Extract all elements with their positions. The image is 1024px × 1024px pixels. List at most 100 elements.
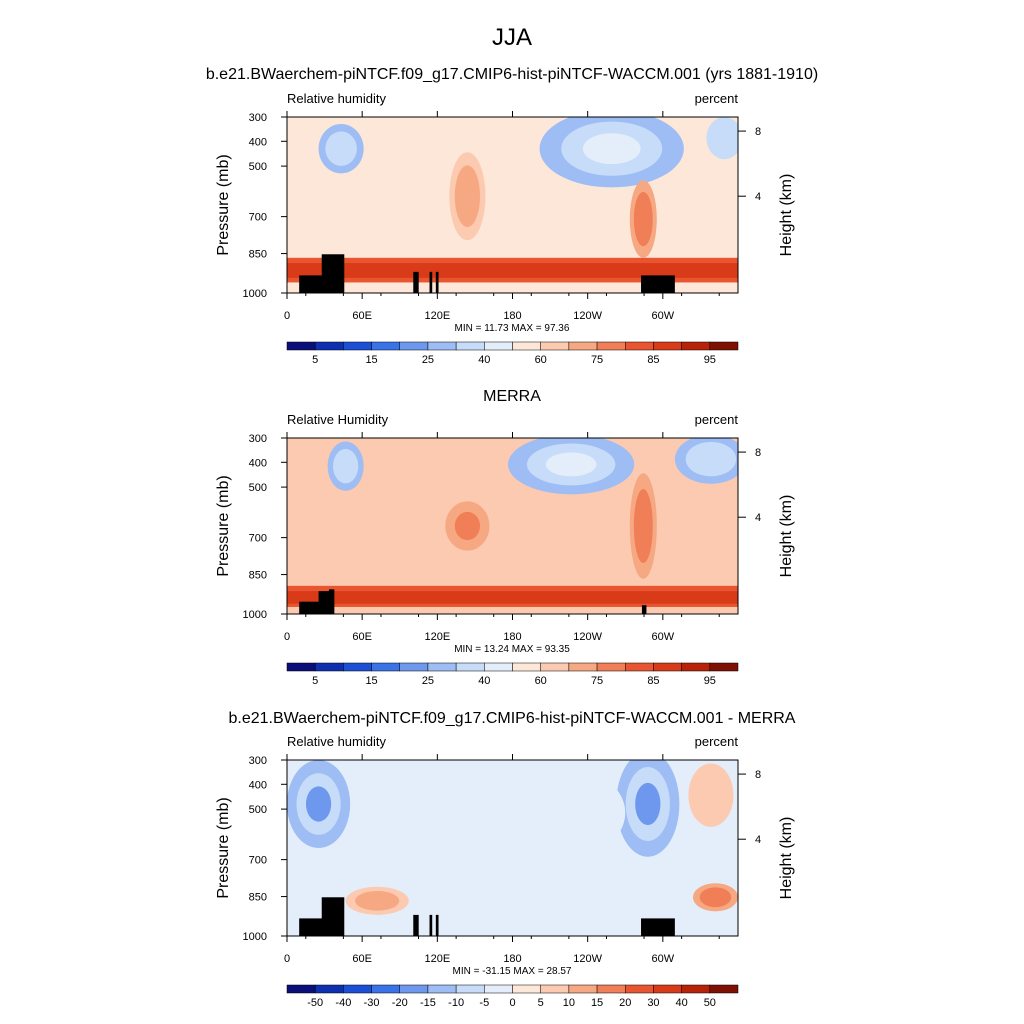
colorbar-swatch xyxy=(371,984,400,994)
contour-region xyxy=(333,448,359,484)
colorbar-swatch xyxy=(568,984,598,994)
y-tick-label: 1000 xyxy=(243,931,267,943)
colorbar-swatch xyxy=(399,984,429,994)
colorbar-label: 15 xyxy=(591,997,603,1009)
colorbar-swatch xyxy=(427,341,457,351)
colorbar-swatch xyxy=(427,984,457,994)
colorbar-swatch xyxy=(681,341,711,351)
colorbar-label: -30 xyxy=(364,997,380,1009)
stats-label: MIN = 11.73 MAX = 97.36 xyxy=(455,323,570,334)
colorbar-swatch xyxy=(314,662,344,672)
colorbar-label: 25 xyxy=(422,675,434,687)
chart-panel-1: b.e21.BWaerchem-piNTCF.f09_g17.CMIP6-his… xyxy=(206,66,818,366)
colorbar-swatch xyxy=(484,662,513,672)
colorbar-label: 15 xyxy=(365,354,377,366)
colorbar-label: 75 xyxy=(591,354,603,366)
y-tick-label: 500 xyxy=(249,161,267,173)
x-tick-label: 180 xyxy=(503,310,521,322)
contour-region xyxy=(635,782,661,826)
heatmap-field xyxy=(287,117,738,293)
contour-region xyxy=(287,591,738,604)
colorbar-label: -5 xyxy=(479,997,489,1009)
colorbar-swatch xyxy=(455,984,485,994)
colorbar-label: 20 xyxy=(619,997,631,1009)
topography-mask xyxy=(435,271,439,293)
y-tick-label: 300 xyxy=(249,433,267,445)
y-tick-label: 300 xyxy=(249,112,267,124)
contour-region xyxy=(287,263,738,278)
panel-title: MERRA xyxy=(483,388,541,405)
colorbar-label: 40 xyxy=(676,997,688,1009)
colorbar-label: -40 xyxy=(335,997,351,1009)
colorbar-swatch xyxy=(653,662,682,672)
colorbar-swatch xyxy=(343,662,372,672)
colorbar-swatch xyxy=(455,341,485,351)
y-axis-label: Pressure (mb) xyxy=(215,797,232,898)
topography-mask xyxy=(641,605,647,614)
topography-mask xyxy=(318,591,333,614)
colorbar-label: 5 xyxy=(312,675,318,687)
y-tick-label: 400 xyxy=(249,779,267,791)
colorbar-swatch xyxy=(625,984,654,994)
colorbar-label: 60 xyxy=(535,675,547,687)
colorbar-label: 25 xyxy=(422,354,434,366)
colorbar-label: 0 xyxy=(509,997,515,1009)
stats-label: MIN = 13.24 MAX = 93.35 xyxy=(454,644,570,655)
colorbar-swatch xyxy=(653,984,682,994)
units-label: percent xyxy=(695,91,739,106)
colorbar-swatch xyxy=(540,662,570,672)
topography-mask xyxy=(429,271,433,293)
height-tick-label: 8 xyxy=(755,769,761,781)
contour-region xyxy=(633,191,653,247)
topography-mask xyxy=(321,254,345,293)
colorbar-label: 95 xyxy=(704,354,716,366)
contour-region xyxy=(545,452,597,477)
y-axis-label: Pressure (mb) xyxy=(215,475,232,576)
panel-title: b.e21.BWaerchem-piNTCF.f09_g17.CMIP6-his… xyxy=(206,66,818,83)
colorbar-swatch xyxy=(709,341,739,351)
colorbar-label: 85 xyxy=(647,354,659,366)
contour-region xyxy=(454,165,481,227)
page-title: JJA xyxy=(492,24,532,51)
y-tick-label: 1000 xyxy=(243,609,267,621)
topography-mask xyxy=(321,897,345,936)
y-tick-label: 500 xyxy=(249,804,267,816)
variable-label: Relative Humidity xyxy=(287,412,389,427)
height-tick-label: 8 xyxy=(755,447,761,459)
contour-region xyxy=(688,763,734,827)
topography-mask xyxy=(429,914,433,936)
colorbar-label: -20 xyxy=(392,997,408,1009)
colorbar-swatch xyxy=(399,662,429,672)
topography-mask xyxy=(641,918,675,936)
colorbar-swatch xyxy=(709,984,739,994)
colorbar-swatch xyxy=(596,984,626,994)
y-axis-label: Pressure (mb) xyxy=(215,154,232,255)
colorbar-swatch xyxy=(540,341,570,351)
colorbar-label: 95 xyxy=(704,675,716,687)
colorbar-label: 5 xyxy=(312,354,318,366)
y-tick-label: 400 xyxy=(249,136,267,148)
x-tick-label: 180 xyxy=(503,631,521,643)
colorbar-label: -15 xyxy=(420,997,436,1009)
colorbar-swatch xyxy=(314,341,344,351)
colorbar-swatch xyxy=(512,662,541,672)
x-tick-label: 60W xyxy=(652,953,675,965)
height-tick-label: 4 xyxy=(755,512,761,524)
x-tick-label: 60E xyxy=(352,953,372,965)
colorbar-swatch xyxy=(596,662,626,672)
x-tick-label: 60E xyxy=(352,310,372,322)
heatmap-field xyxy=(287,760,738,936)
units-label: percent xyxy=(695,734,739,749)
height-tick-label: 8 xyxy=(755,126,761,138)
height-tick-label: 4 xyxy=(755,191,761,203)
colorbar-swatch xyxy=(512,984,541,994)
colorbar-swatch xyxy=(568,662,598,672)
chart-panel-3: b.e21.BWaerchem-piNTCF.f09_g17.CMIP6-his… xyxy=(215,710,796,1009)
y-tick-label: 850 xyxy=(249,570,267,582)
units-label: percent xyxy=(695,412,739,427)
colorbar-label: 40 xyxy=(478,675,490,687)
colorbar-swatch xyxy=(568,341,598,351)
contour-region xyxy=(355,890,400,911)
colorbar-swatch xyxy=(653,341,682,351)
